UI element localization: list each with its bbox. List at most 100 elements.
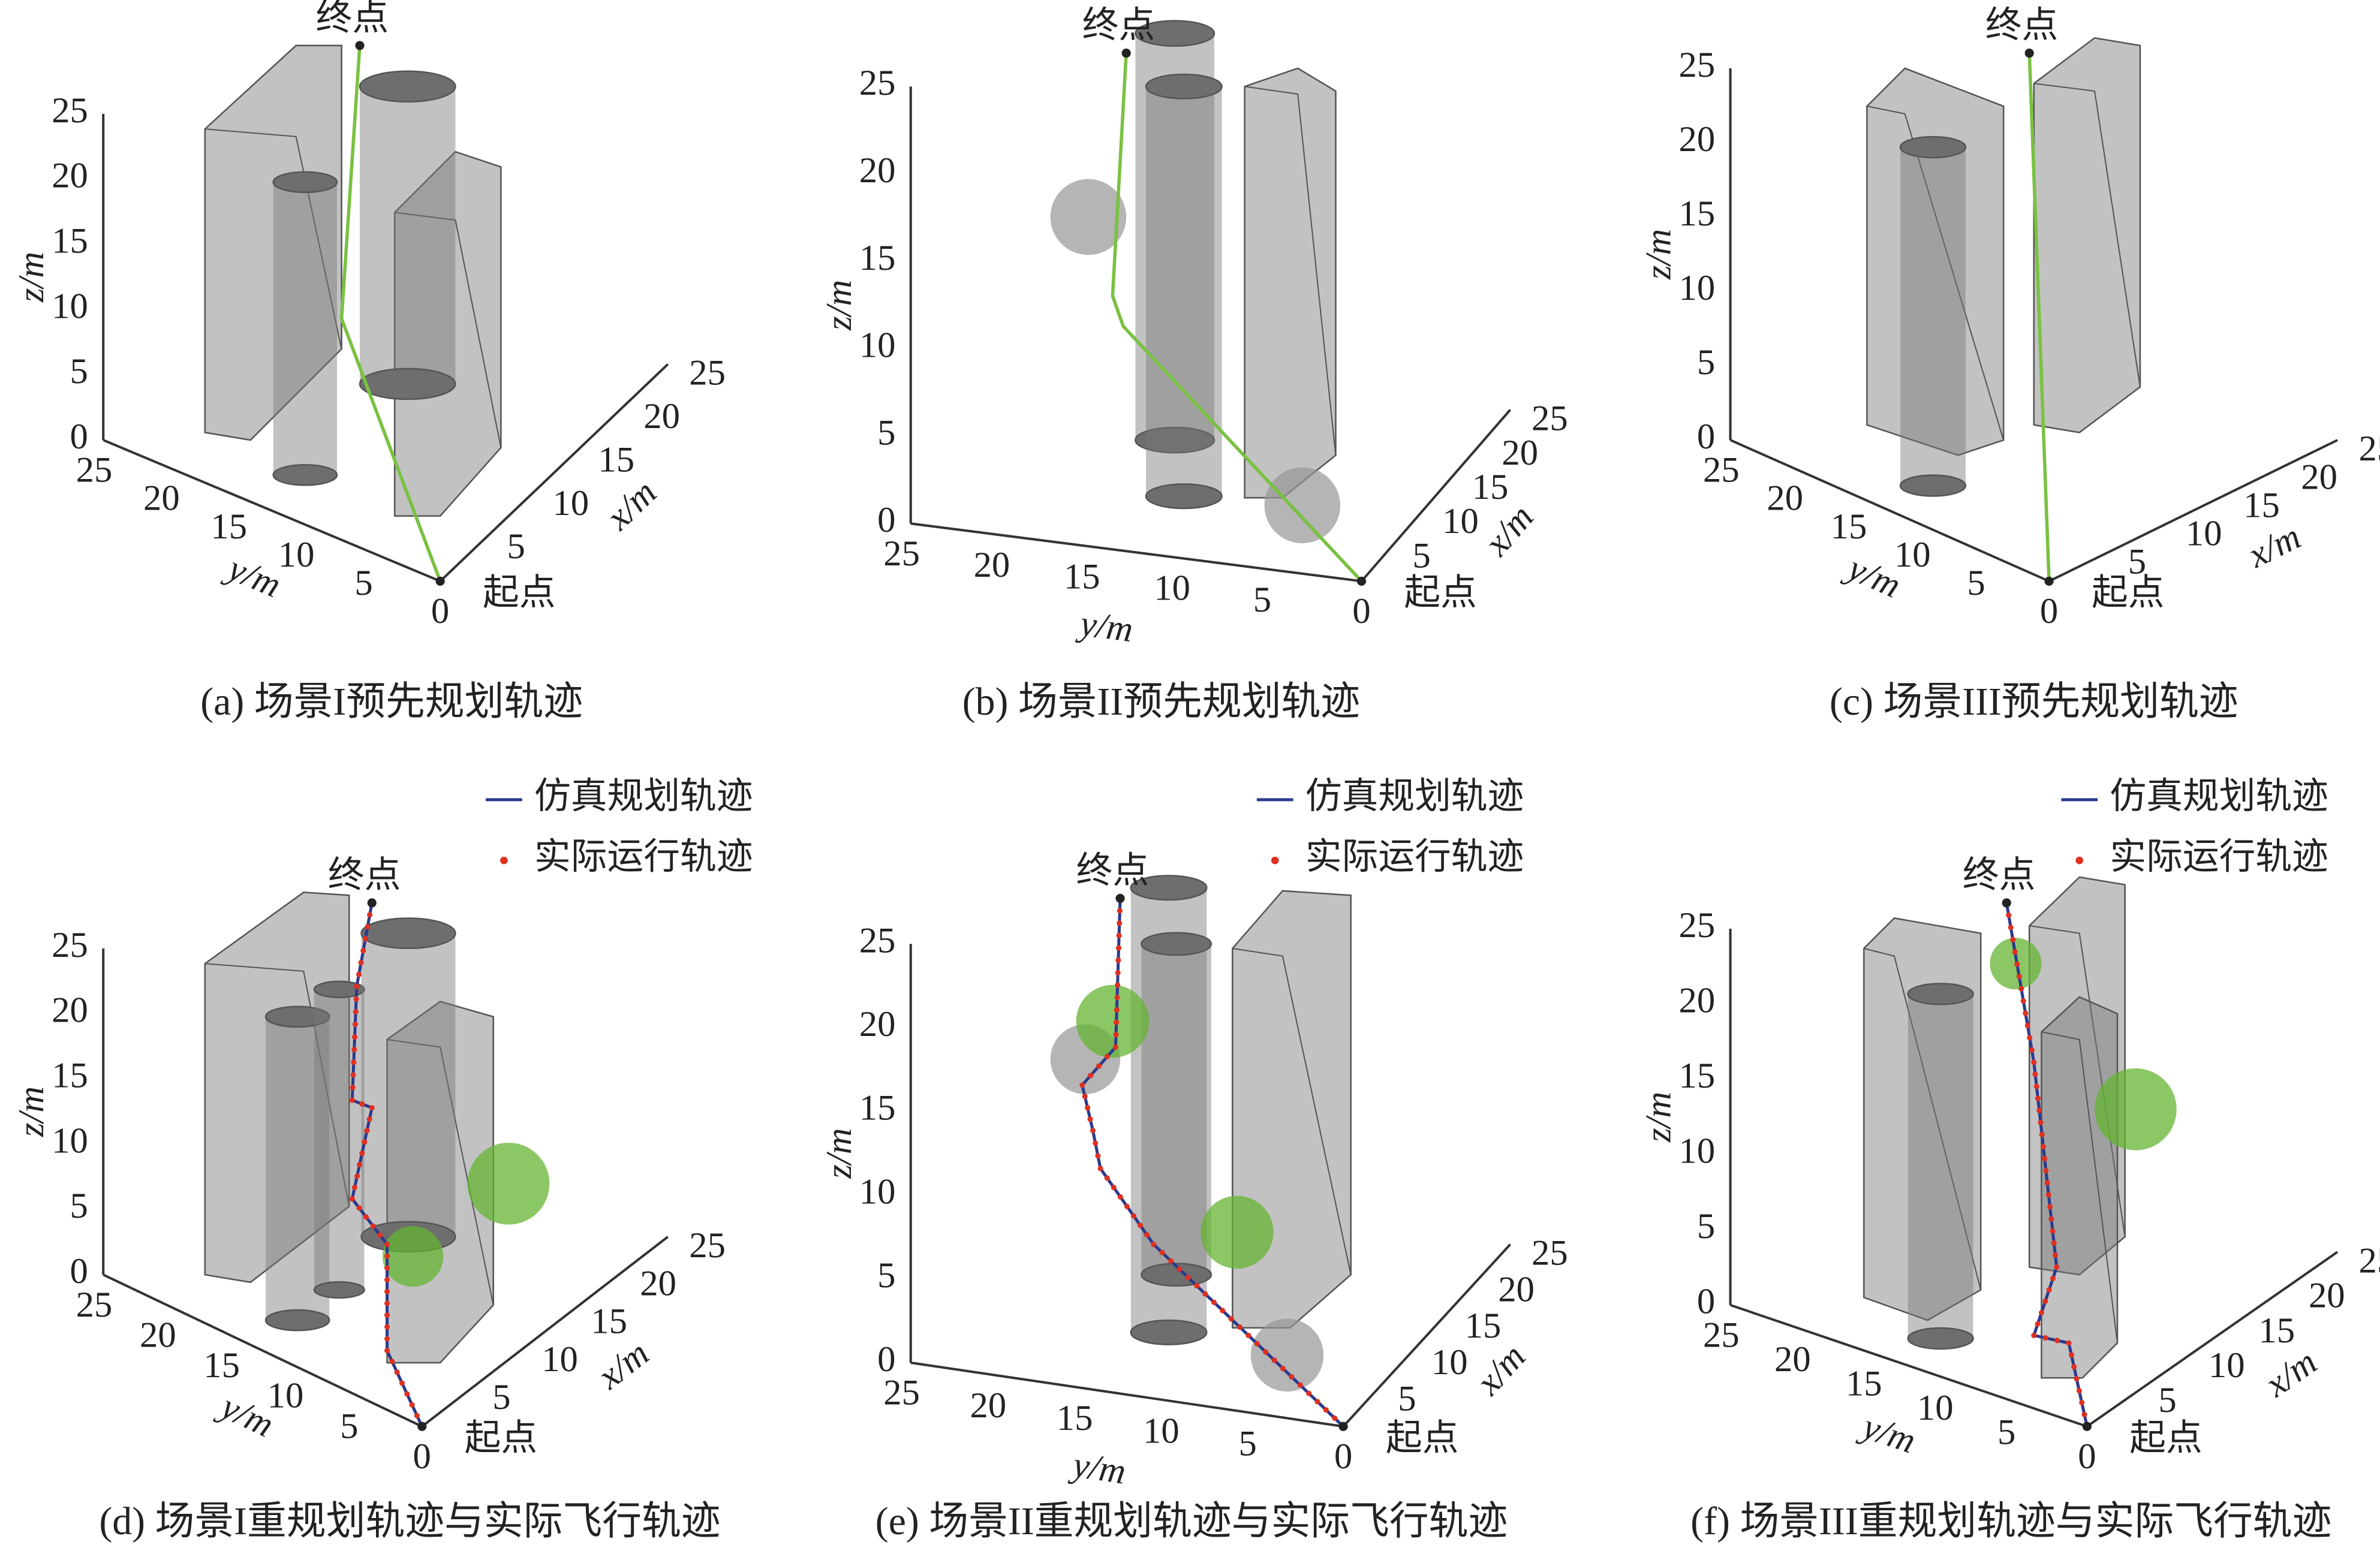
end-label: 终点	[328, 855, 401, 895]
x-tick-label: 5	[2128, 542, 2146, 582]
actual-point	[357, 1162, 363, 1168]
actual-point	[360, 948, 366, 954]
actual-point	[394, 1369, 400, 1375]
cylinder-bottom	[1130, 1319, 1208, 1345]
y-tick-label: 25	[1703, 450, 1740, 490]
actual-point	[1115, 957, 1121, 963]
actual-point	[1114, 1019, 1120, 1025]
z-tick-label: 0	[877, 500, 895, 540]
x-axis-label: x/m	[598, 472, 664, 538]
dynamic-obstacle	[1200, 1195, 1274, 1269]
box-edge	[387, 1038, 494, 1305]
end-label: 终点	[1076, 851, 1149, 891]
actual-point	[2050, 1228, 2056, 1234]
cylinder-bottom	[1145, 483, 1223, 510]
y-tick-label: 10	[267, 1376, 304, 1416]
actual-point	[414, 1413, 420, 1419]
start-point	[417, 1422, 427, 1431]
actual-point	[354, 983, 360, 989]
z-tick-label: 10	[1679, 268, 1716, 308]
y-tick-label: 10	[1894, 535, 1931, 575]
x-tick-label: 25	[2358, 429, 2380, 469]
x-tick-label: 5	[1413, 535, 1431, 576]
actual-point	[2052, 1252, 2059, 1258]
cylinder-bottom	[1899, 474, 1967, 497]
legend-dot	[500, 856, 508, 865]
cylinder-body	[359, 86, 456, 384]
y-tick-label: 20	[1774, 1339, 1811, 1380]
box-obstacle	[1244, 67, 1337, 499]
actual-point	[1271, 1357, 1277, 1363]
y-axis-label: y/m	[219, 547, 287, 606]
actual-point	[384, 1288, 390, 1294]
z-tick-label: 15	[52, 1056, 88, 1096]
y-axis-label: y/m	[1075, 603, 1135, 650]
z-tick-label: 5	[877, 412, 895, 453]
actual-point	[409, 1402, 415, 1408]
start-label: 起点	[1386, 1419, 1458, 1459]
actual-point	[1087, 1116, 1093, 1122]
legend-label: 实际运行轨迹	[1305, 837, 1524, 877]
caption: (f) 场景III重规划轨迹与实际飞行轨迹	[1690, 1499, 2331, 1543]
x-tick-label: 20	[643, 396, 680, 436]
actual-point	[1111, 1185, 1117, 1191]
z-axis-label: z/m	[819, 280, 859, 331]
actual-point	[377, 1232, 383, 1238]
end-point	[2024, 48, 2034, 58]
x-tick-label: 25	[1531, 399, 1568, 439]
x-axis-label: x/m	[590, 1333, 657, 1397]
z-tick-label: 25	[859, 920, 896, 960]
x-tick-label: 20	[640, 1263, 676, 1303]
actual-point	[389, 1359, 395, 1365]
z-axis-label: z/m	[819, 1128, 859, 1179]
actual-point	[2076, 1388, 2082, 1394]
actual-point	[2081, 1411, 2087, 1417]
axis-line	[910, 522, 1362, 583]
actual-point	[362, 1139, 368, 1145]
start-point	[435, 576, 445, 586]
actual-point	[349, 1196, 355, 1202]
box-edge	[1232, 947, 1352, 1275]
z-tick-label: 0	[70, 417, 88, 457]
cylinder-bottom	[359, 368, 456, 400]
actual-point	[1280, 1366, 1286, 1372]
cylinder-top	[1130, 875, 1208, 901]
z-tick-label: 20	[1679, 981, 1716, 1021]
actual-point	[1263, 1349, 1269, 1355]
y-tick-label: 5	[1253, 580, 1271, 620]
axis-line	[1729, 439, 2050, 583]
obstacle-sphere	[1050, 179, 1127, 255]
y-tick-label: 15	[1064, 556, 1100, 597]
y-tick-label: 25	[883, 1373, 920, 1413]
actual-point	[2044, 1180, 2050, 1186]
z-tick-label: 15	[859, 238, 896, 278]
start-label: 起点	[465, 1419, 537, 1459]
actual-point	[2014, 961, 2020, 967]
actual-point	[365, 924, 371, 930]
cylinder-top	[272, 171, 338, 194]
z-tick-label: 15	[859, 1088, 896, 1128]
actual-point	[1297, 1382, 1303, 1388]
actual-point	[2048, 1216, 2054, 1222]
cylinder-bottom	[1141, 1263, 1212, 1287]
actual-point	[2043, 1168, 2049, 1174]
caption: (c) 场景III预先规划轨迹	[1830, 680, 2238, 724]
actual-point	[2035, 1321, 2041, 1327]
actual-point	[1096, 1063, 1102, 1069]
actual-point	[354, 1173, 360, 1179]
obstacle-sphere	[1264, 467, 1341, 544]
actual-point	[2042, 1298, 2048, 1304]
caption: (d) 场景I重规划轨迹与实际飞行轨迹	[99, 1499, 720, 1543]
y-tick-label: 15	[1846, 1363, 1882, 1404]
actual-point	[1082, 1094, 1088, 1100]
planned-trajectory	[1111, 53, 1363, 583]
actual-point	[2012, 949, 2018, 955]
x-tick-label: 5	[492, 1377, 510, 1417]
actual-point	[359, 1151, 365, 1157]
start-label: 起点	[1404, 573, 1476, 613]
planned-trajectory	[339, 45, 442, 582]
actual-point	[2038, 1309, 2045, 1315]
actual-point	[2071, 1364, 2077, 1370]
actual-point	[2032, 1071, 2038, 1077]
